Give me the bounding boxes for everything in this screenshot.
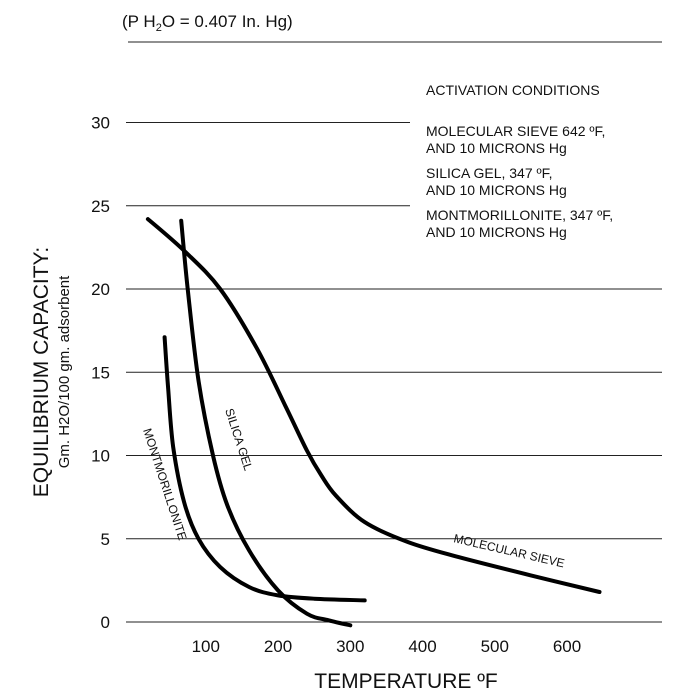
y-tick-label: 30	[91, 114, 110, 133]
gridlines	[126, 122, 662, 623]
legend-entry-3-line-1: MONTMORILLONITE, 347 ºF,	[426, 207, 613, 223]
series-line-molecular-sieve	[145, 217, 602, 594]
legend-entry-2-line-1: SILICA GEL, 347 ºF,	[426, 165, 553, 181]
legend-entry-1-line-2: AND 10 MICRONS Hg	[426, 140, 567, 156]
series-line-silica-gel	[179, 218, 353, 628]
curve-label-montmorillonite: MONTMORILLONITE	[140, 427, 189, 542]
y-tick-label: 10	[91, 447, 110, 466]
curve-label-silica-gel: SILICA GEL	[222, 407, 255, 473]
legend-entry-3-line-2: AND 10 MICRONS Hg	[426, 224, 567, 240]
y-tick-label: 25	[91, 197, 110, 216]
y-tick-label: 20	[91, 280, 110, 299]
activation-conditions-legend: ACTIVATION CONDITIONS MOLECULAR SIEVE 64…	[426, 82, 613, 240]
legend-title: ACTIVATION CONDITIONS	[426, 82, 600, 98]
y-axis-units-label: Gm. H2O/100 gm. adsorbent	[56, 275, 73, 468]
series-line-montmorillonite	[162, 335, 367, 603]
y-tick-label: 0	[101, 613, 110, 632]
x-tick-label: 500	[481, 637, 509, 656]
chart-subtitle: (P H2O = 0.407 In. Hg)	[122, 12, 293, 34]
series-lines	[145, 217, 602, 628]
x-axis-label: TEMPERATURE ºF	[314, 670, 497, 693]
y-tick-label: 15	[91, 363, 110, 382]
curve-label-molecular-sieve: MOLECULAR SIEVE	[452, 531, 566, 570]
y-tick-labels: 0 5 10 15 20 25 30	[91, 114, 110, 633]
y-axis-label: EQUILIBRIUM CAPACITY:	[30, 247, 53, 498]
x-tick-label: 400	[408, 637, 436, 656]
x-tick-label: 100	[192, 637, 220, 656]
legend-entry-1-line-1: MOLECULAR SIEVE 642 ºF,	[426, 123, 605, 139]
y-tick-label: 5	[101, 530, 110, 549]
x-tick-labels: 100 200 300 400 500 600	[192, 637, 582, 656]
x-tick-label: 300	[336, 637, 364, 656]
x-tick-label: 200	[264, 637, 292, 656]
x-tick-label: 600	[553, 637, 581, 656]
legend-entry-2-line-2: AND 10 MICRONS Hg	[426, 182, 567, 198]
